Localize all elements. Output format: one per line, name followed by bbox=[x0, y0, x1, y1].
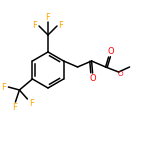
Text: O: O bbox=[90, 74, 96, 83]
Text: F: F bbox=[33, 21, 37, 29]
Text: F: F bbox=[29, 98, 34, 107]
Text: F: F bbox=[2, 83, 6, 92]
Text: F: F bbox=[46, 12, 50, 21]
Text: F: F bbox=[59, 21, 63, 29]
Text: O: O bbox=[108, 47, 114, 57]
Text: F: F bbox=[12, 103, 17, 112]
Text: O: O bbox=[117, 71, 123, 76]
